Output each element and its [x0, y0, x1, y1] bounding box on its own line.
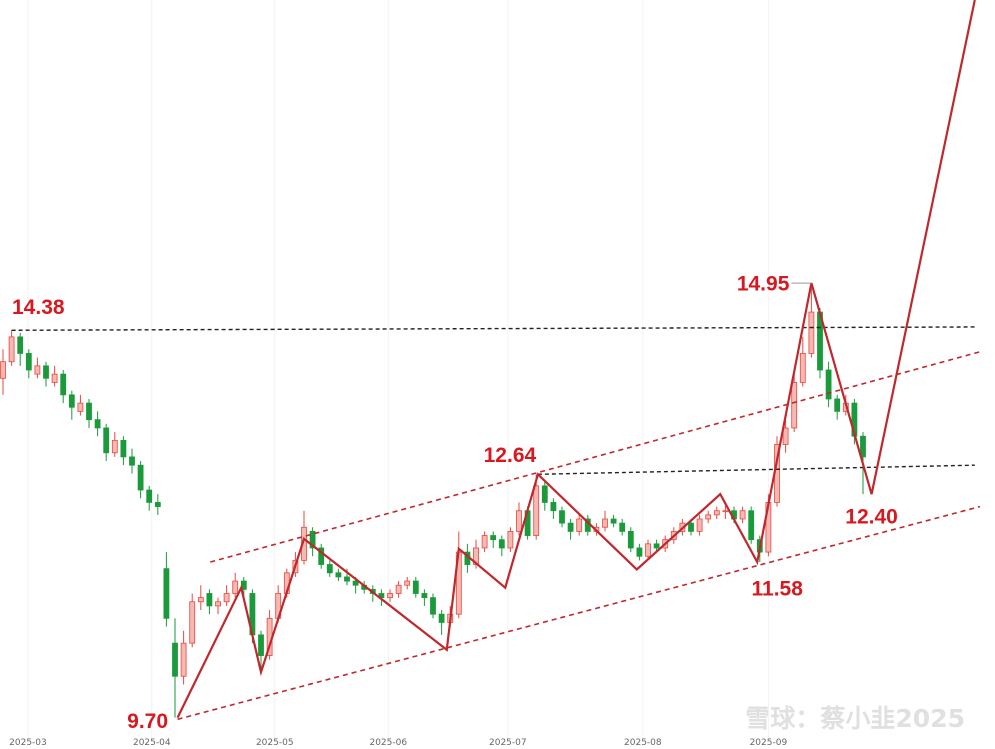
x-tick-label: 2025-05: [256, 738, 294, 748]
price-label: 14.38: [12, 296, 65, 319]
candle-body: [352, 580, 359, 586]
candle-body: [34, 365, 41, 375]
x-tick-label: 2025-08: [624, 738, 662, 748]
candle-body: [309, 531, 316, 549]
price-label: 11.58: [752, 578, 804, 601]
candle-body: [653, 543, 660, 549]
candle-body: [739, 510, 746, 520]
candle-body: [619, 522, 626, 532]
candle-body: [172, 642, 178, 677]
candle-body: [129, 456, 135, 466]
candle-body: [206, 593, 213, 607]
candle-body: [645, 543, 651, 557]
candle-body: [550, 502, 557, 512]
channel-line: [177, 505, 981, 721]
candle-body: [215, 601, 221, 607]
candle-body: [43, 365, 49, 379]
candle-body: [51, 373, 58, 383]
candle-body: [77, 402, 84, 412]
candle-body: [490, 535, 497, 541]
candle-body: [748, 510, 755, 541]
candle-body: [602, 518, 608, 528]
candle-body: [120, 439, 127, 458]
candle-body: [722, 510, 729, 513]
candle-body: [189, 601, 196, 644]
x-tick-label: 2025-07: [489, 738, 527, 748]
candle-body: [86, 402, 92, 421]
watermark: 雪球：蔡小韭2025: [745, 704, 965, 733]
price-label: 12.64: [484, 444, 537, 467]
candle-body: [154, 502, 161, 507]
candle-body: [430, 597, 436, 615]
candle-body: [860, 435, 866, 458]
candle-body: [318, 547, 325, 565]
candle-body: [533, 485, 540, 536]
candle-body: [705, 514, 712, 520]
candle-body: [610, 518, 617, 524]
candle-body: [696, 518, 703, 532]
x-tick-label: 2025-04: [133, 738, 171, 748]
channel-line: [210, 351, 981, 563]
candle-body: [146, 489, 153, 503]
candle-body: [808, 311, 815, 354]
candle-body: [834, 398, 841, 412]
candle-body: [387, 593, 393, 599]
candle-body: [782, 427, 789, 445]
candle-body: [8, 336, 15, 363]
candle-body: [223, 593, 230, 603]
candle-body: [404, 580, 411, 586]
candle-body: [791, 382, 798, 429]
candle-body: [335, 572, 342, 578]
candle-body: [541, 485, 548, 503]
candle-body: [111, 439, 118, 454]
candle-body: [25, 353, 32, 371]
price-label: 14.95: [737, 273, 790, 296]
candle-body: [103, 427, 110, 454]
candle-body: [197, 597, 204, 603]
candle-body: [507, 531, 514, 549]
candle-body: [94, 419, 101, 429]
candle-body: [232, 580, 239, 594]
candle-body: [412, 580, 419, 594]
level-line: [11, 326, 975, 331]
price-label: 12.40: [845, 506, 898, 529]
candle-body: [636, 547, 643, 557]
candle-body: [344, 576, 350, 582]
x-tick-label: 2025-03: [9, 738, 47, 748]
candle-body: [163, 568, 170, 619]
candle-body: [180, 642, 187, 677]
candle-body: [17, 336, 24, 354]
zigzag-line: [176, 0, 976, 719]
candle-body: [68, 394, 75, 408]
price-label: 9.70: [127, 710, 168, 733]
candle-body: [421, 593, 428, 599]
candle-body: [498, 539, 505, 549]
candle-body: [713, 510, 720, 516]
candle-body: [516, 510, 522, 532]
candle-body: [438, 613, 445, 623]
candle-body: [559, 510, 565, 524]
candle-body: [481, 535, 488, 549]
candle-body: [627, 531, 634, 549]
candle-body: [395, 584, 402, 594]
candle-body: [576, 518, 583, 532]
candle-body: [567, 522, 574, 532]
candle-body: [326, 564, 333, 574]
x-tick-label: 2025-06: [369, 738, 407, 748]
candle-body: [0, 361, 6, 379]
x-tick-label: 2025-09: [750, 738, 788, 748]
candle-body: [799, 353, 806, 383]
candle-body: [258, 634, 264, 656]
candle-body: [688, 522, 694, 532]
candle-body: [137, 464, 144, 491]
candle-body: [60, 373, 67, 396]
candle-body: [825, 369, 832, 400]
level-line: [537, 464, 975, 475]
